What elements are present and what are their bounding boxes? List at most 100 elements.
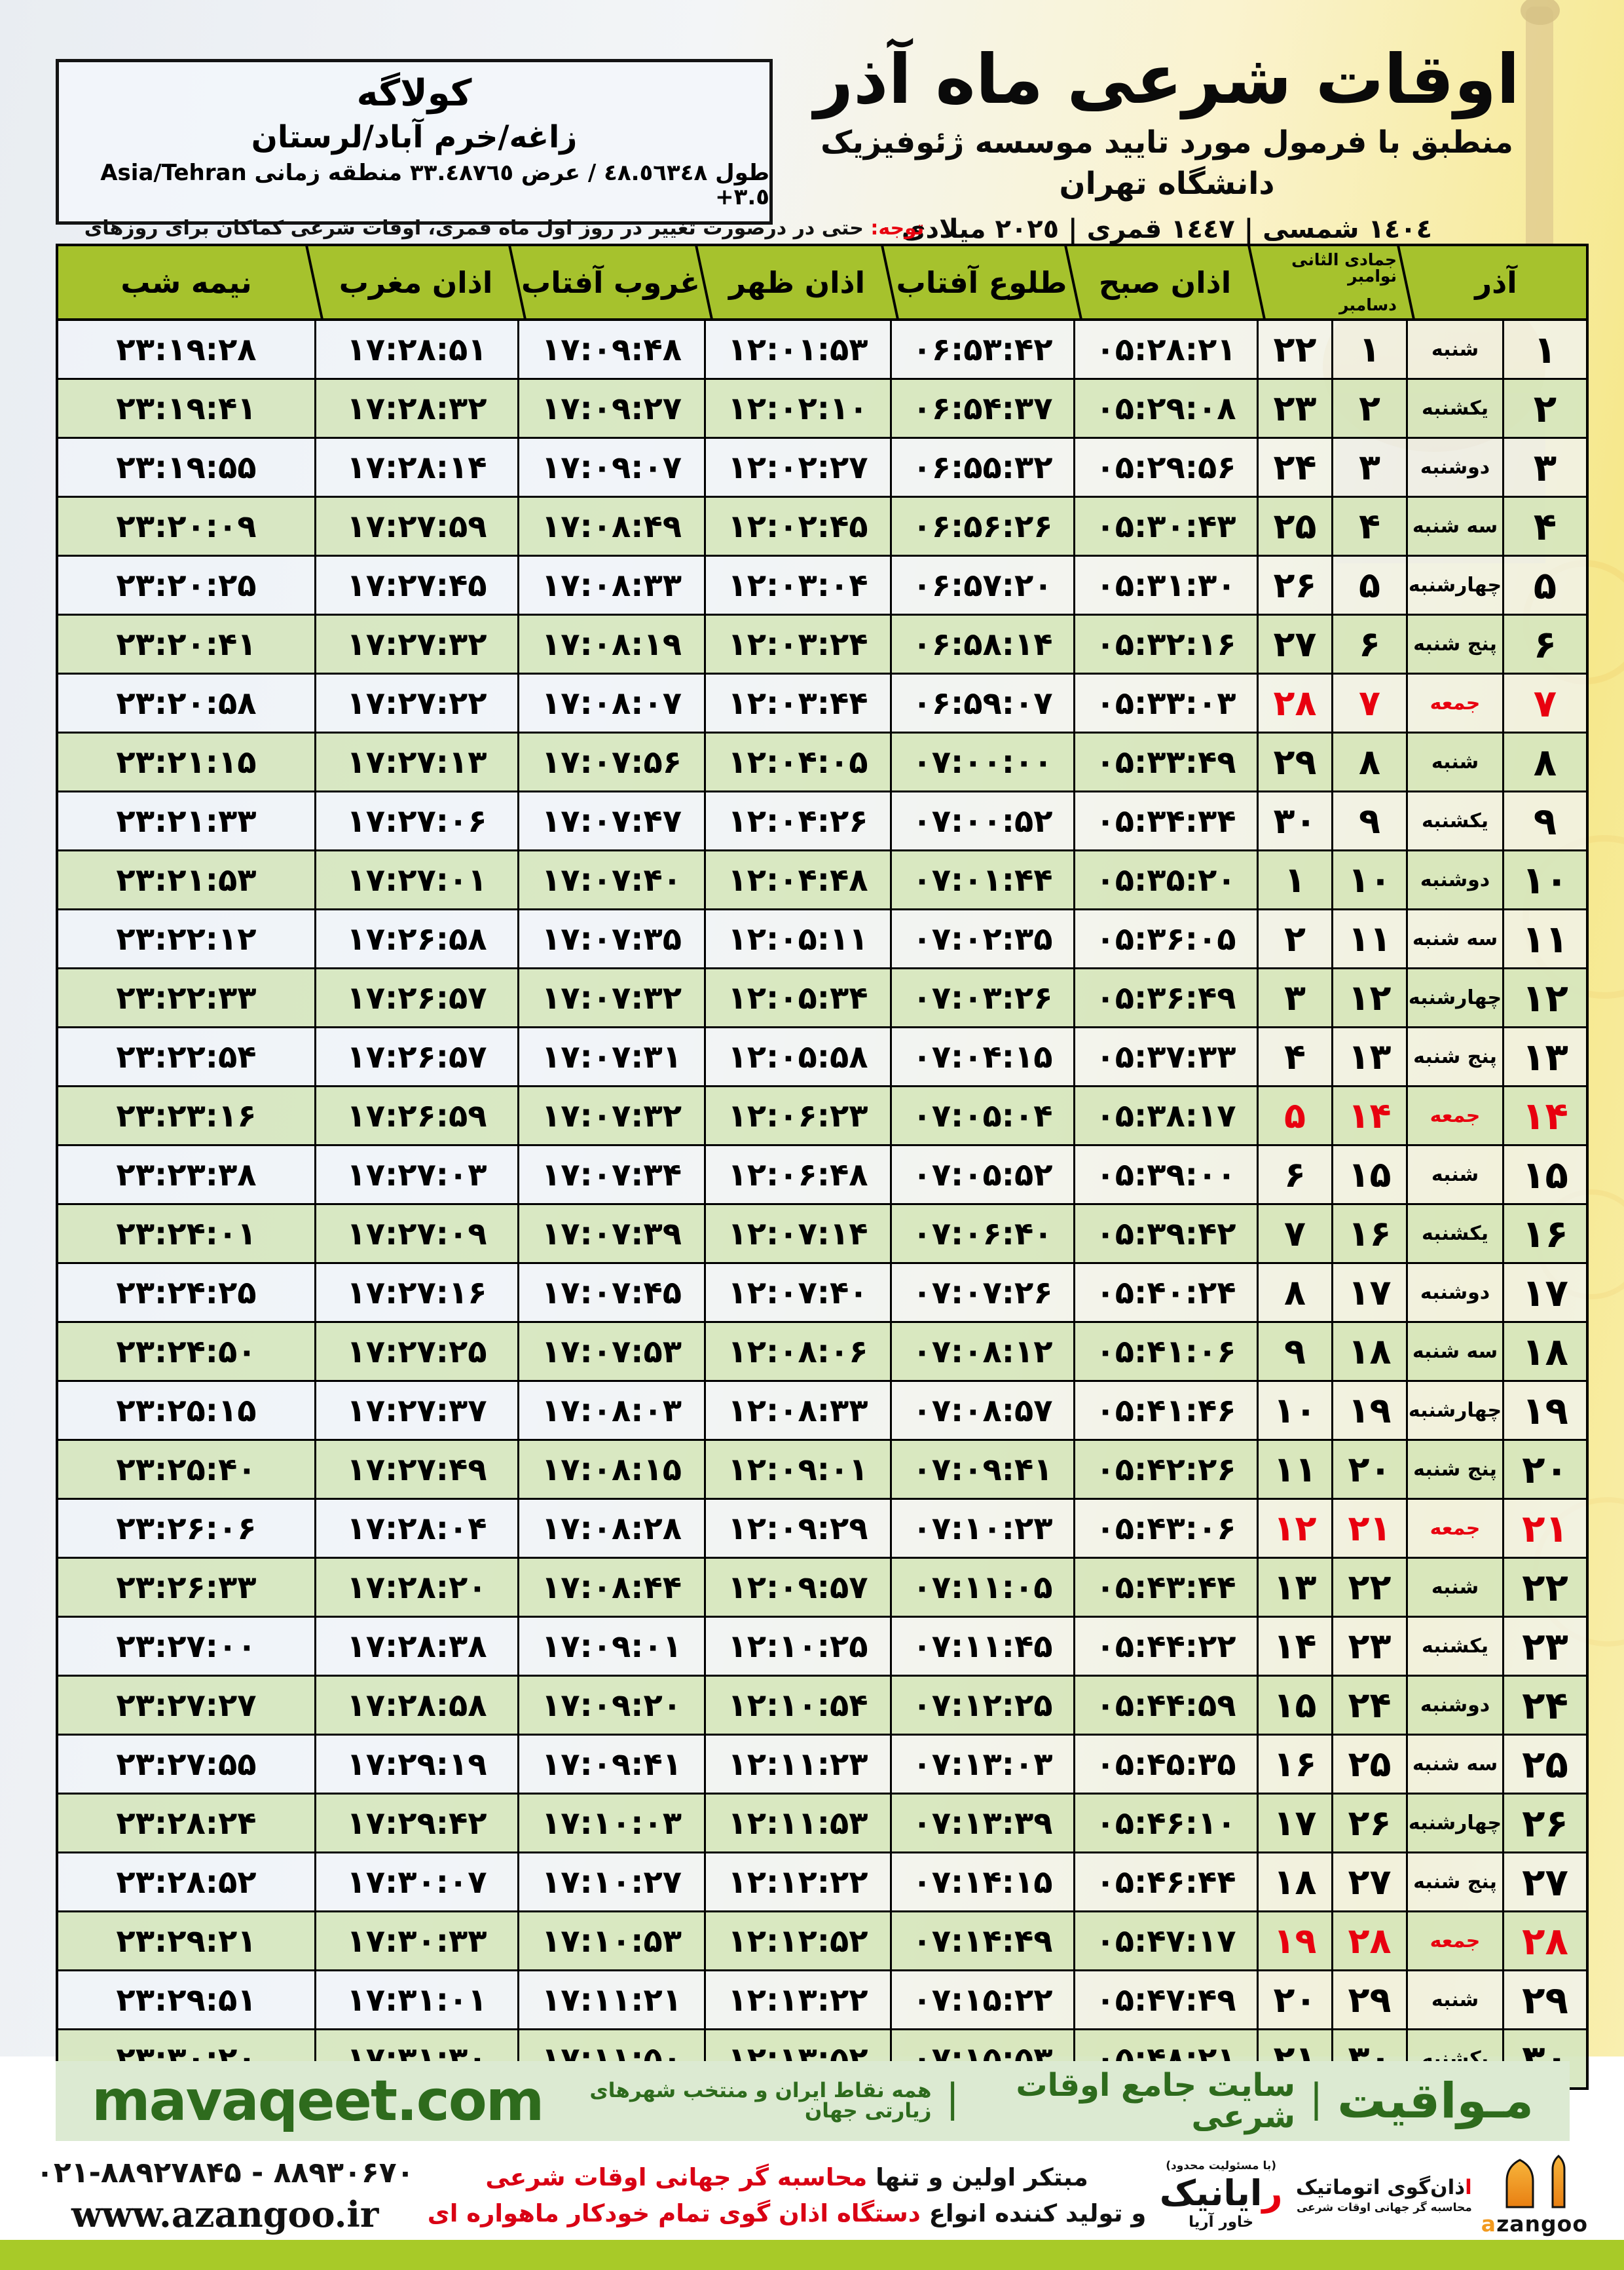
cell-maghrib-time: ۱۷:۲۶:۵۷ bbox=[314, 969, 517, 1026]
cell-midnight-time: ۲۳:۲۲:۳۳ bbox=[116, 979, 257, 1016]
table-row: ۱۲ چهارشنبه ۱۲ ۳ ۰۵:۳۶:۴۹ ۰۷:۰۳:۲۶ ۱۲:۰۵… bbox=[58, 969, 1586, 1028]
separator: | bbox=[946, 2075, 959, 2121]
table-row: ۲۵ سه شنبه ۲۵ ۱۶ ۰۵:۴۵:۳۵ ۰۷:۱۳:۰۳ ۱۲:۱۱… bbox=[58, 1736, 1586, 1795]
header-cell-dhuhr: اذان ظهر bbox=[704, 246, 890, 318]
cell-maghrib-time: ۱۷:۲۸:۵۸ bbox=[314, 1677, 517, 1734]
cell-gregorian-day: ۶ bbox=[1257, 1146, 1331, 1203]
cell-midnight-time: ۲۳:۲۵:۱۵ bbox=[116, 1392, 257, 1429]
cell-midnight-time: ۲۳:۲۰:۴۱ bbox=[116, 625, 257, 663]
cell-maghrib-time: ۱۷:۲۷:۰۶ bbox=[314, 792, 517, 849]
cell-weekday: جمعه bbox=[1406, 1912, 1502, 1969]
cell-azar-day: ۲۷ bbox=[1502, 1853, 1586, 1910]
cell-gregorian-day: ۱۶ bbox=[1257, 1736, 1331, 1793]
marketing-line1-black: مبتکر اولین و تنها bbox=[867, 2163, 1088, 2191]
table-row: ۸ شنبه ۸ ۲۹ ۰۵:۳۳:۴۹ ۰۷:۰۰:۰۰ ۱۲:۰۴:۰۵ ۱… bbox=[58, 734, 1586, 792]
cell-azar-day: ۲۵ bbox=[1502, 1736, 1586, 1793]
cell-sunrise-time: ۰۶:۵۵:۳۲ bbox=[890, 439, 1073, 496]
cell-midnight-time: ۲۳:۲۶:۳۳ bbox=[116, 1569, 257, 1606]
cell-lunar-day: ۲۸ bbox=[1331, 1912, 1406, 1969]
cell-weekday: دوشنبه bbox=[1406, 1264, 1502, 1321]
timezone-text: Asia/Tehran +٣.٥ bbox=[100, 159, 769, 211]
cell-sunset-time: ۱۷:۰۷:۴۵ bbox=[517, 1264, 704, 1321]
cell-maghrib-time: ۱۷:۲۸:۲۰ bbox=[314, 1559, 517, 1616]
cell-lunar-day: ۲۱ bbox=[1331, 1500, 1406, 1557]
cell-azar-day: ۲۶ bbox=[1502, 1795, 1586, 1851]
cell-fajr-time: ۰۵:۳۶:۰۵ bbox=[1073, 910, 1257, 967]
cell-lunar-day: ۲۳ bbox=[1331, 1618, 1406, 1675]
table-header: آذر جمادی الثانی نوامبر دسامبر اذان صبح … bbox=[58, 246, 1586, 321]
cell-lunar-day: ۲۹ bbox=[1331, 1971, 1406, 2028]
cell-fajr-time: ۰۵:۴۷:۴۹ bbox=[1073, 1971, 1257, 2028]
cell-azar-day: ۸ bbox=[1502, 734, 1586, 791]
azangoo-url[interactable]: www.azangoo.ir bbox=[71, 2193, 379, 2235]
minaret-shape bbox=[1526, 7, 1553, 282]
cell-gregorian-day: ۲۴ bbox=[1257, 439, 1331, 496]
mavaqeet-url[interactable]: mavaqeet.com bbox=[92, 2068, 544, 2134]
cell-weekday: چهارشنبه bbox=[1406, 1382, 1502, 1439]
cell-lunar-day: ۸ bbox=[1331, 734, 1406, 791]
cell-midnight-time: ۲۳:۲۰:۵۸ bbox=[116, 684, 257, 722]
cell-lunar-day: ۱ bbox=[1331, 321, 1406, 378]
cell-sunset-time: ۱۷:۰۹:۲۰ bbox=[517, 1677, 704, 1734]
cell-dhuhr-time: ۱۲:۰۴:۲۶ bbox=[704, 792, 890, 849]
cell-maghrib-time: ۱۷:۲۸:۱۴ bbox=[314, 439, 517, 496]
cell-sunrise-time: ۰۷:۰۳:۲۶ bbox=[890, 969, 1073, 1026]
table-row: ۱۰ دوشنبه ۱۰ ۱ ۰۵:۳۵:۲۰ ۰۷:۰۱:۴۴ ۱۲:۰۴:۴… bbox=[58, 851, 1586, 910]
table-row: ۱۷ دوشنبه ۱۷ ۸ ۰۵:۴۰:۲۴ ۰۷:۰۷:۲۶ ۱۲:۰۷:۴… bbox=[58, 1264, 1586, 1323]
cell-sunset-time: ۱۷:۰۹:۴۸ bbox=[517, 321, 704, 378]
cell-fajr-time: ۰۵:۳۱:۳۰ bbox=[1073, 557, 1257, 614]
table-row: ۱۹ چهارشنبه ۱۹ ۱۰ ۰۵:۴۱:۴۶ ۰۷:۰۸:۵۷ ۱۲:۰… bbox=[58, 1382, 1586, 1441]
region-name: زاغه/خرم آباد/لرستان bbox=[251, 119, 578, 156]
location-box: کولاگه زاغه/خرم آباد/لرستان طول ٤٨.٥٦٣٤٨… bbox=[56, 59, 773, 225]
cell-weekday: شنبه bbox=[1406, 1146, 1502, 1203]
cell-fajr-time: ۰۵:۲۹:۰۸ bbox=[1073, 380, 1257, 437]
cell-sunset-time: ۱۷:۱۱:۲۱ bbox=[517, 1971, 704, 2028]
cell-azar-day: ۲۳ bbox=[1502, 1618, 1586, 1675]
mosque-dome-icon bbox=[1505, 2154, 1566, 2208]
cell-dhuhr-time: ۱۲:۰۲:۴۵ bbox=[704, 498, 890, 555]
cell-fajr-time: ۰۵:۴۳:۴۴ bbox=[1073, 1559, 1257, 1616]
cell-lunar-day: ۳ bbox=[1331, 439, 1406, 496]
cell-sunrise-time: ۰۷:۱۲:۲۵ bbox=[890, 1677, 1073, 1734]
cell-fajr-time: ۰۵:۴۶:۴۴ bbox=[1073, 1853, 1257, 1910]
cell-dhuhr-time: ۱۲:۰۸:۳۳ bbox=[704, 1382, 890, 1439]
azangoo-icon-block: azangoo bbox=[1481, 2154, 1588, 2237]
cell-midnight-time: ۲۳:۲۲:۵۴ bbox=[116, 1038, 257, 1075]
cell-sunrise-time: ۰۷:۱۳:۰۳ bbox=[890, 1736, 1073, 1793]
cell-fajr-time: ۰۵:۳۳:۰۳ bbox=[1073, 675, 1257, 732]
cell-midnight-time: ۲۳:۲۴:۰۱ bbox=[116, 1215, 257, 1252]
cell-azar-day: ۱۹ bbox=[1502, 1382, 1586, 1439]
cell-weekday: سه شنبه bbox=[1406, 1736, 1502, 1793]
marketing-line2-red: دستگاه اذان گوی تمام خودکار ماهواره ای bbox=[427, 2199, 921, 2227]
cell-fajr-time: ۰۵:۳۵:۲۰ bbox=[1073, 851, 1257, 908]
header-cell-sunrise: طلوع آفتاب bbox=[890, 246, 1073, 318]
cell-weekday: شنبه bbox=[1406, 321, 1502, 378]
cell-maghrib-time: ۱۷:۲۷:۲۲ bbox=[314, 675, 517, 732]
cell-lunar-day: ۲۶ bbox=[1331, 1795, 1406, 1851]
table-row: ۲۸ جمعه ۲۸ ۱۹ ۰۵:۴۷:۱۷ ۰۷:۱۴:۴۹ ۱۲:۱۲:۵۲… bbox=[58, 1912, 1586, 1971]
table-row: ۱ شنبه ۱ ۲۲ ۰۵:۲۸:۲۱ ۰۶:۵۳:۴۲ ۱۲:۰۱:۵۳ ۱… bbox=[58, 321, 1586, 380]
marketing-line2-black: و تولید کننده انواع bbox=[920, 2199, 1147, 2227]
cell-sunset-time: ۱۷:۰۸:۰۷ bbox=[517, 675, 704, 732]
cell-lunar-day: ۶ bbox=[1331, 616, 1406, 673]
table-row: ۱۱ سه شنبه ۱۱ ۲ ۰۵:۳۶:۰۵ ۰۷:۰۲:۳۵ ۱۲:۰۵:… bbox=[58, 910, 1586, 969]
cell-sunset-time: ۱۷:۰۸:۲۸ bbox=[517, 1500, 704, 1557]
cell-maghrib-time: ۱۷:۲۷:۳۷ bbox=[314, 1382, 517, 1439]
cell-fajr-time: ۰۵:۳۶:۴۹ bbox=[1073, 969, 1257, 1026]
cell-fajr-time: ۰۵:۳۲:۱۶ bbox=[1073, 616, 1257, 673]
rayanik-tiny-text: (با مسئولیت محدود) bbox=[1166, 2159, 1277, 2172]
cell-sunset-time: ۱۷:۰۷:۳۱ bbox=[517, 1028, 704, 1085]
cell-gregorian-day: ۱۲ bbox=[1257, 1500, 1331, 1557]
cell-weekday: یکشنبه bbox=[1406, 1618, 1502, 1675]
cell-gregorian-day: ۱۵ bbox=[1257, 1677, 1331, 1734]
table-row: ۳ دوشنبه ۳ ۲۴ ۰۵:۲۹:۵۶ ۰۶:۵۵:۳۲ ۱۲:۰۲:۲۷… bbox=[58, 439, 1586, 498]
cell-lunar-day: ۱۰ bbox=[1331, 851, 1406, 908]
cell-weekday: سه شنبه bbox=[1406, 1323, 1502, 1380]
cell-midnight-time: ۲۳:۲۰:۰۹ bbox=[116, 508, 257, 545]
cell-fajr-time: ۰۵:۳۳:۴۹ bbox=[1073, 734, 1257, 791]
cell-sunset-time: ۱۷:۰۹:۰۱ bbox=[517, 1618, 704, 1675]
cell-azar-day: ۱۶ bbox=[1502, 1205, 1586, 1262]
cell-sunset-time: ۱۷:۰۷:۳۲ bbox=[517, 1087, 704, 1144]
footer: اذان‌گوی اتوماتیک محاسبه گر جهانی اوقات … bbox=[0, 2149, 1624, 2241]
cell-gregorian-day: ۱۸ bbox=[1257, 1853, 1331, 1910]
